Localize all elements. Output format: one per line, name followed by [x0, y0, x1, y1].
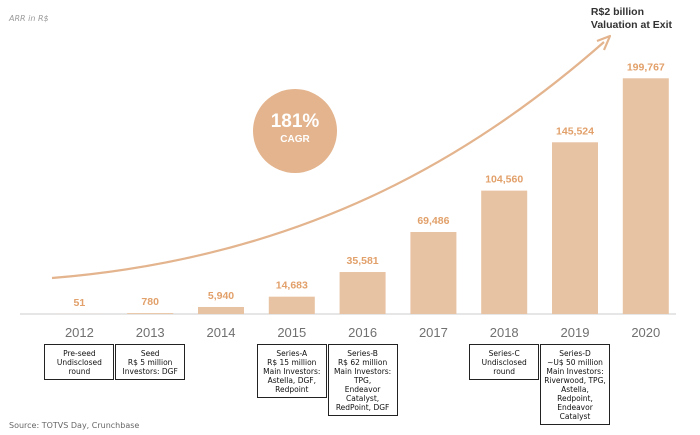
funding-round-line: Catalyst,: [346, 394, 380, 403]
bar-2015: [268, 296, 315, 314]
funding-round-line: Endeavor: [344, 385, 381, 394]
x-tick-label-2016: 2016: [348, 325, 377, 340]
funding-round-line: Redpoint,: [557, 394, 593, 403]
funding-round-line: Astella, DGF,: [267, 376, 316, 385]
growth-arrow-head: [596, 34, 612, 51]
data-label-2020: 199,767: [627, 61, 665, 73]
funding-round-line: R$ 15 million: [267, 358, 317, 367]
funding-round-line: Redpoint: [275, 385, 309, 394]
funding-round-line: Astella,: [561, 385, 589, 394]
x-tick-label-2017: 2017: [419, 325, 448, 340]
funding-round-line: Main Investors:: [546, 367, 604, 376]
funding-round-line: round: [493, 367, 516, 376]
bar-2020: [622, 78, 669, 315]
cagr-badge: 181% CAGR: [253, 89, 337, 173]
funding-round-box-2016: Series-B R$ 62 million Main Investors: TPG,…: [327, 344, 398, 416]
data-label-2019: 145,524: [556, 125, 594, 137]
funding-round-line: Seed: [140, 349, 160, 358]
x-tick-label-2013: 2013: [136, 325, 165, 340]
funding-round-line: Series-A: [276, 349, 308, 358]
bar-2014: [198, 306, 244, 314]
funding-round-box-2018: Series-C Undisclosed round: [469, 344, 540, 380]
bar-2017: [410, 232, 457, 314]
x-tick-label-2012: 2012: [65, 325, 94, 340]
funding-round-box-2019: Series-D ~U$ 50 million Main Investors: Riv…: [540, 344, 610, 425]
funding-round-line: ~U$ 50 million: [547, 358, 603, 367]
data-label-2014: 5,940: [208, 290, 234, 302]
funding-round-line: R$ 62 million: [337, 358, 388, 367]
funding-round-line: TPG,: [353, 376, 372, 385]
data-label-2017: 69,486: [417, 215, 449, 227]
bar-2019: [552, 142, 598, 314]
cagr-label: CAGR: [280, 134, 310, 145]
funding-round-box-2012: Pre-seed Undisclosed round: [44, 344, 115, 380]
data-label-2018: 104,560: [485, 174, 523, 186]
data-label-2012: 51: [74, 297, 86, 309]
cagr-value: 181%: [270, 111, 320, 132]
exit-valuation-line-1: R$2 billion: [590, 6, 644, 18]
funding-round-line: Main Investors:: [263, 367, 321, 376]
funding-round-line: Endeavor: [557, 403, 593, 412]
funding-round-line: Riverwood, TPG,: [544, 376, 606, 385]
data-label-2013: 780: [141, 296, 159, 308]
data-label-2016: 35,581: [347, 255, 379, 267]
growth-arrow-curve: [51, 41, 605, 280]
funding-round-line: R$ 5 million: [127, 358, 173, 367]
bar-2018: [481, 190, 528, 314]
bar-2013: [127, 313, 174, 314]
x-tick-label-2015: 2015: [277, 325, 306, 340]
y-axis-label: ARR in R$: [9, 14, 49, 23]
x-tick-label-2019: 2019: [561, 325, 590, 340]
funding-round-line: Series-D: [559, 349, 591, 358]
funding-round-line: Series-C: [488, 349, 520, 358]
funding-round-line: Main Investors:: [333, 367, 392, 376]
x-tick-label-2020: 2020: [631, 325, 660, 340]
funding-round-box-2013: Seed R$ 5 million Investors: DGF: [115, 344, 186, 380]
bar-2016: [339, 272, 386, 314]
funding-round-box-2015: Series-A R$ 15 million Main Investors: Aste…: [256, 344, 327, 398]
x-tick-label-2014: 2014: [207, 325, 236, 340]
funding-round-line: Series-B: [347, 349, 378, 358]
x-tick-label-2018: 2018: [490, 325, 519, 340]
funding-round-line: Pre-seed: [63, 349, 96, 358]
funding-round-line: RedPoint, DGF: [335, 403, 390, 412]
funding-round-line: round: [68, 367, 91, 376]
funding-round-line: Investors: DGF: [122, 367, 178, 376]
exit-valuation-line-2: Valuation at Exit: [590, 19, 672, 31]
funding-round-line: Catalyst: [559, 412, 591, 421]
exit-valuation-annotation: R$2 billion Valuation at Exit: [591, 6, 672, 32]
funding-round-line: Undisclosed: [481, 358, 527, 367]
source-note: Source: TOTVS Day, Crunchbase: [9, 421, 140, 430]
data-label-2015: 14,683: [276, 280, 308, 292]
funding-round-line: Undisclosed: [56, 358, 102, 367]
